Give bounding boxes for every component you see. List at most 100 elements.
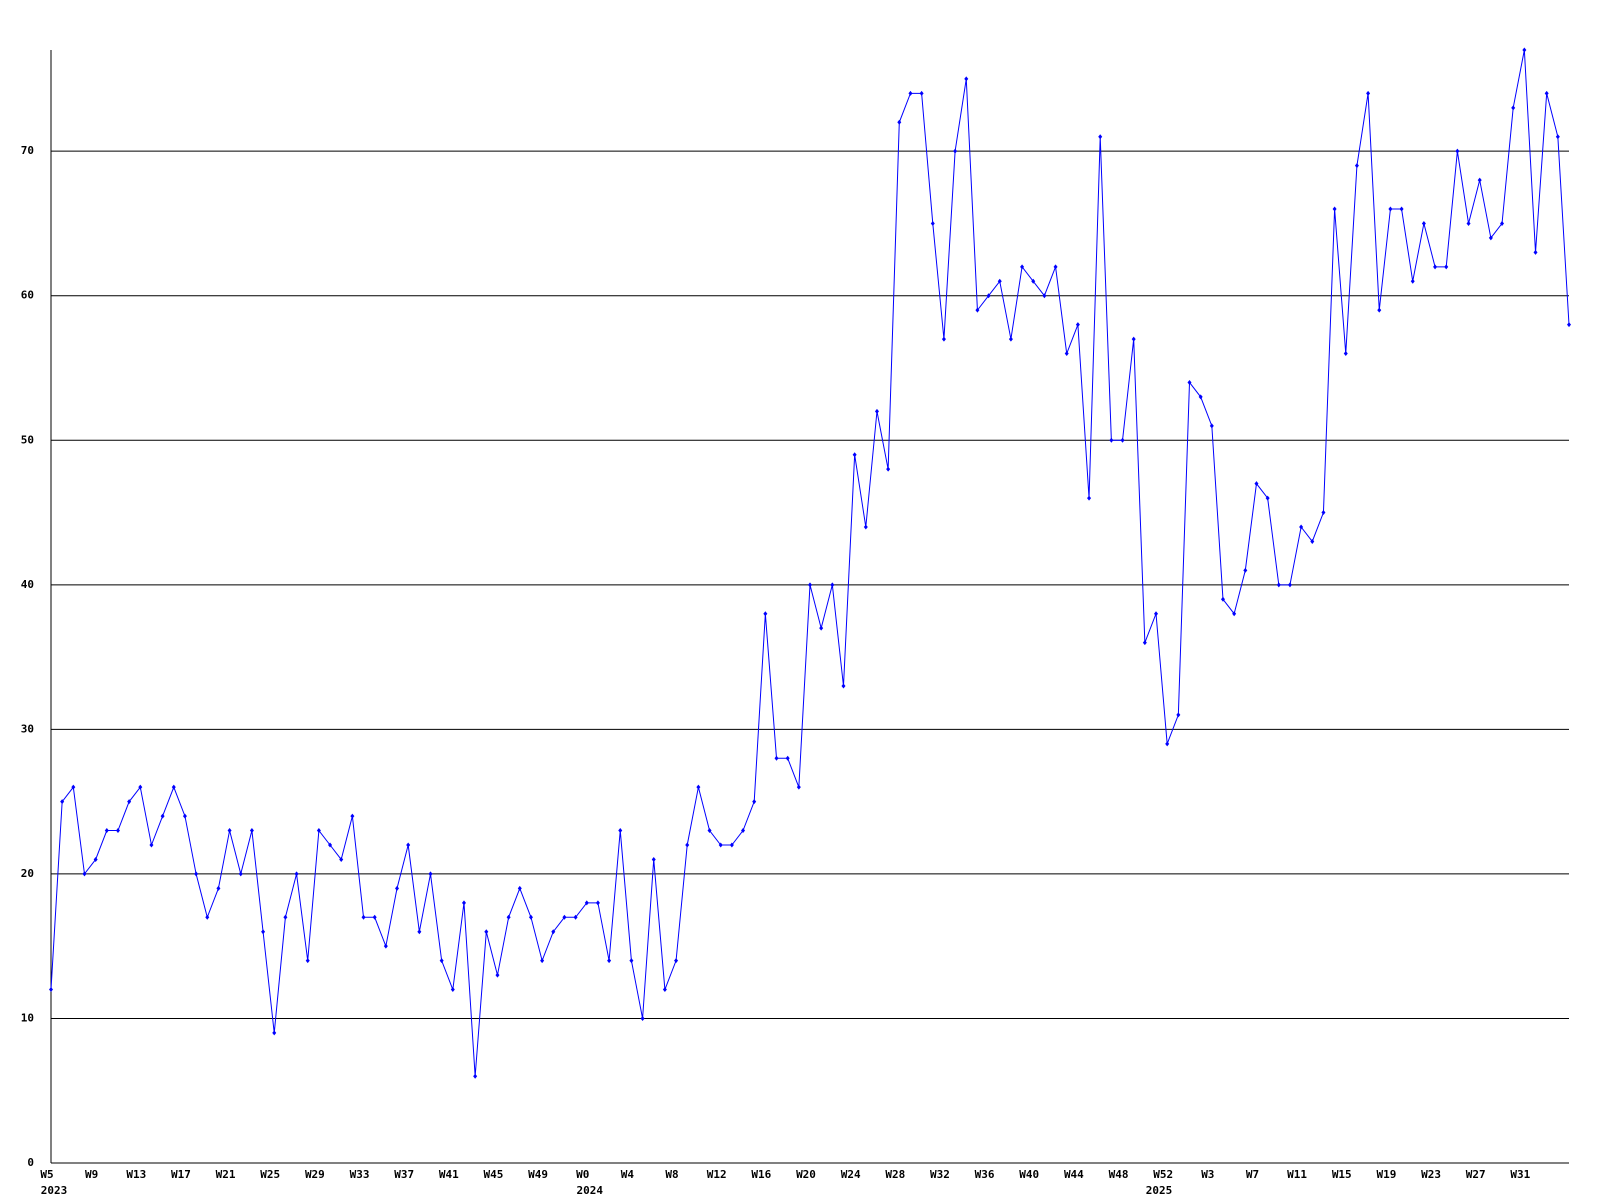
y-tick-label: 0 [27, 1156, 34, 1169]
point [1299, 524, 1304, 530]
point [1120, 437, 1125, 443]
y-tick-label: 30 [21, 722, 34, 735]
point [1042, 293, 1047, 299]
point [194, 871, 199, 877]
point [852, 452, 857, 458]
point [964, 76, 969, 82]
point [1075, 322, 1080, 328]
point [395, 885, 400, 891]
point [339, 856, 344, 862]
point [551, 929, 556, 935]
x-tick-label: W21 [216, 1168, 236, 1181]
point [305, 958, 310, 964]
point [953, 148, 958, 154]
point [1020, 264, 1025, 270]
x-tick-label: W17 [171, 1168, 191, 1181]
y-tick-label: 20 [21, 867, 34, 880]
point [1265, 495, 1270, 501]
point [1366, 90, 1371, 96]
point [1243, 567, 1248, 573]
point [640, 1015, 645, 1021]
x-tick-label: W52 [1153, 1168, 1173, 1181]
x-tick-label: W24 [841, 1168, 861, 1181]
point [1310, 538, 1315, 544]
x-tick-label: W41 [439, 1168, 459, 1181]
point [1343, 351, 1348, 357]
point [1488, 235, 1493, 241]
x-tick-label: W33 [350, 1168, 370, 1181]
x-tick-label: W44 [1064, 1168, 1084, 1181]
point [428, 871, 433, 877]
point [1287, 582, 1292, 588]
point [562, 914, 567, 920]
x-tick-label: W13 [126, 1168, 146, 1181]
x-tick-label: W15 [1332, 1168, 1352, 1181]
x-tick-label: W19 [1376, 1168, 1396, 1181]
point [785, 755, 790, 761]
point [227, 828, 232, 834]
point [1466, 220, 1471, 226]
point [1332, 206, 1337, 212]
point [1354, 163, 1359, 169]
point [1533, 249, 1538, 255]
point [1220, 596, 1225, 602]
point [1567, 322, 1571, 328]
point [1511, 105, 1516, 111]
x-tick-label: W49 [528, 1168, 548, 1181]
x-group-label: 2024 [577, 1184, 604, 1197]
series-line [50, 49, 1570, 1077]
point [272, 1030, 277, 1036]
point [528, 914, 533, 920]
point [863, 524, 868, 530]
point [316, 828, 321, 834]
point [662, 987, 667, 993]
point [1176, 712, 1181, 718]
point [517, 885, 522, 891]
point [1198, 394, 1203, 400]
point [1276, 582, 1281, 588]
point [874, 408, 879, 414]
point [540, 958, 545, 964]
point [261, 929, 266, 935]
x-tick-label: W7 [1246, 1168, 1259, 1181]
point [1142, 640, 1147, 646]
point [249, 828, 254, 834]
point [707, 828, 712, 834]
x-tick-label: W3 [1201, 1168, 1214, 1181]
point [1444, 264, 1449, 270]
point [1377, 307, 1382, 313]
x-tick-label: W29 [305, 1168, 325, 1181]
point [104, 828, 109, 834]
point [1165, 741, 1170, 747]
point [350, 813, 355, 819]
x-tick-label: W23 [1421, 1168, 1441, 1181]
point [997, 278, 1002, 284]
point [607, 958, 612, 964]
point [1064, 351, 1069, 357]
point [584, 900, 589, 906]
point [841, 683, 846, 689]
point [127, 799, 132, 805]
point [461, 900, 466, 906]
x-tick-label: W25 [260, 1168, 280, 1181]
point [1209, 423, 1214, 429]
point [450, 987, 455, 993]
x-tick-label: W20 [796, 1168, 816, 1181]
point [1477, 177, 1482, 183]
point [171, 784, 176, 790]
x-tick-label: W27 [1466, 1168, 1486, 1181]
x-tick-label: W45 [484, 1168, 504, 1181]
point [1455, 148, 1460, 154]
point [439, 958, 444, 964]
point [930, 220, 935, 226]
point [919, 90, 924, 96]
point [830, 582, 835, 588]
x-tick-label: W8 [665, 1168, 678, 1181]
x-tick-label: W40 [1019, 1168, 1039, 1181]
point [238, 871, 243, 877]
point [149, 842, 154, 848]
point [618, 828, 623, 834]
point [651, 856, 656, 862]
point [93, 856, 98, 862]
point [160, 813, 165, 819]
